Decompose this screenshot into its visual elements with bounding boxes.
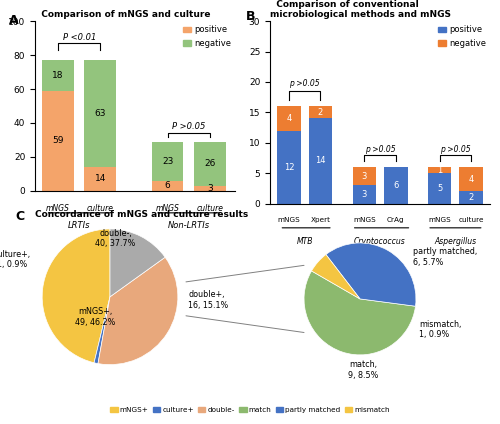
Text: 4: 4 — [468, 175, 474, 184]
Text: Comparison of conventional
microbiological methods and mNGS: Comparison of conventional microbiologic… — [270, 0, 451, 19]
Bar — [277, 131, 300, 204]
Legend: mNGS+, culture+, double-, match, partly matched, mismatch: mNGS+, culture+, double-, match, partly … — [108, 404, 393, 416]
Text: 5: 5 — [437, 184, 442, 193]
Text: 59: 59 — [52, 136, 64, 145]
Text: mismatch,
1, 0.9%: mismatch, 1, 0.9% — [419, 320, 461, 339]
Text: 6: 6 — [165, 181, 170, 190]
Text: Cryptococcus: Cryptococcus — [354, 237, 406, 246]
Text: 26: 26 — [204, 159, 216, 168]
Text: B: B — [246, 10, 256, 23]
Text: double+,
16, 15.1%: double+, 16, 15.1% — [188, 290, 228, 310]
Text: 63: 63 — [94, 109, 106, 118]
Text: p >0.05: p >0.05 — [440, 145, 470, 153]
Text: P >0.05: P >0.05 — [172, 123, 206, 131]
Text: A: A — [9, 14, 18, 28]
Text: Non-LRTIs: Non-LRTIs — [168, 221, 209, 230]
Bar — [308, 106, 332, 118]
Wedge shape — [94, 297, 110, 363]
Text: culture: culture — [87, 204, 114, 213]
Text: Xpert: Xpert — [310, 217, 330, 223]
Text: 3: 3 — [362, 172, 367, 181]
Text: mNGS: mNGS — [156, 204, 180, 213]
Bar — [42, 60, 74, 91]
Wedge shape — [42, 229, 110, 363]
Legend: positive, negative: positive, negative — [438, 25, 486, 47]
Text: 6: 6 — [393, 181, 398, 190]
Bar — [194, 186, 226, 191]
Text: 12: 12 — [284, 162, 294, 172]
Bar — [152, 142, 184, 181]
Text: culture: culture — [458, 217, 484, 223]
Bar — [152, 181, 184, 191]
Text: C: C — [15, 210, 24, 223]
Text: mNGS: mNGS — [353, 217, 376, 223]
Text: 23: 23 — [162, 156, 173, 166]
Text: culture: culture — [196, 204, 223, 213]
Text: Aspergillus: Aspergillus — [434, 237, 476, 246]
Text: 3: 3 — [207, 184, 212, 193]
Text: Concordance of mNGS and culture results: Concordance of mNGS and culture results — [35, 210, 248, 219]
Legend: positive, negative: positive, negative — [183, 25, 231, 47]
Bar — [384, 167, 407, 204]
Text: 4: 4 — [286, 114, 292, 123]
Text: 3: 3 — [362, 190, 367, 199]
Bar — [84, 167, 116, 191]
Bar — [42, 91, 74, 191]
Bar — [84, 60, 116, 167]
Bar — [194, 142, 226, 186]
Bar — [460, 167, 483, 191]
Text: double-,
40, 37.7%: double-, 40, 37.7% — [95, 229, 136, 248]
Wedge shape — [110, 229, 165, 297]
Text: p >0.05: p >0.05 — [364, 145, 396, 153]
Bar — [352, 167, 376, 185]
Text: 2: 2 — [468, 193, 474, 202]
Wedge shape — [326, 243, 416, 306]
Text: 2: 2 — [318, 108, 323, 117]
Text: 1: 1 — [437, 166, 442, 175]
Text: mNGS+,
49, 46.2%: mNGS+, 49, 46.2% — [75, 307, 116, 327]
Text: 18: 18 — [52, 71, 64, 80]
Bar — [308, 118, 332, 204]
Text: mNGS: mNGS — [278, 217, 300, 223]
Text: 14: 14 — [94, 174, 106, 184]
Text: partly matched,
6, 5.7%: partly matched, 6, 5.7% — [413, 247, 478, 267]
Bar — [428, 167, 452, 173]
Wedge shape — [98, 257, 178, 365]
Bar — [428, 173, 452, 204]
Bar — [277, 106, 300, 131]
Text: match,
9, 8.5%: match, 9, 8.5% — [348, 360, 378, 380]
Text: mNGS: mNGS — [428, 217, 451, 223]
Wedge shape — [312, 254, 360, 299]
Wedge shape — [304, 271, 416, 355]
Bar — [460, 191, 483, 204]
Text: LRTIs: LRTIs — [68, 221, 90, 230]
Text: p >0.05: p >0.05 — [290, 79, 320, 88]
Text: Comparison of mNGS and culture: Comparison of mNGS and culture — [35, 10, 210, 19]
Text: MTB: MTB — [296, 237, 313, 246]
Bar — [352, 185, 376, 204]
Text: 14: 14 — [315, 156, 326, 165]
Text: CrAg: CrAg — [387, 217, 404, 223]
Text: mNGS: mNGS — [46, 204, 70, 213]
Text: culture+,
1, 0.9%: culture+, 1, 0.9% — [0, 250, 30, 269]
Text: P <0.01: P <0.01 — [62, 33, 96, 42]
